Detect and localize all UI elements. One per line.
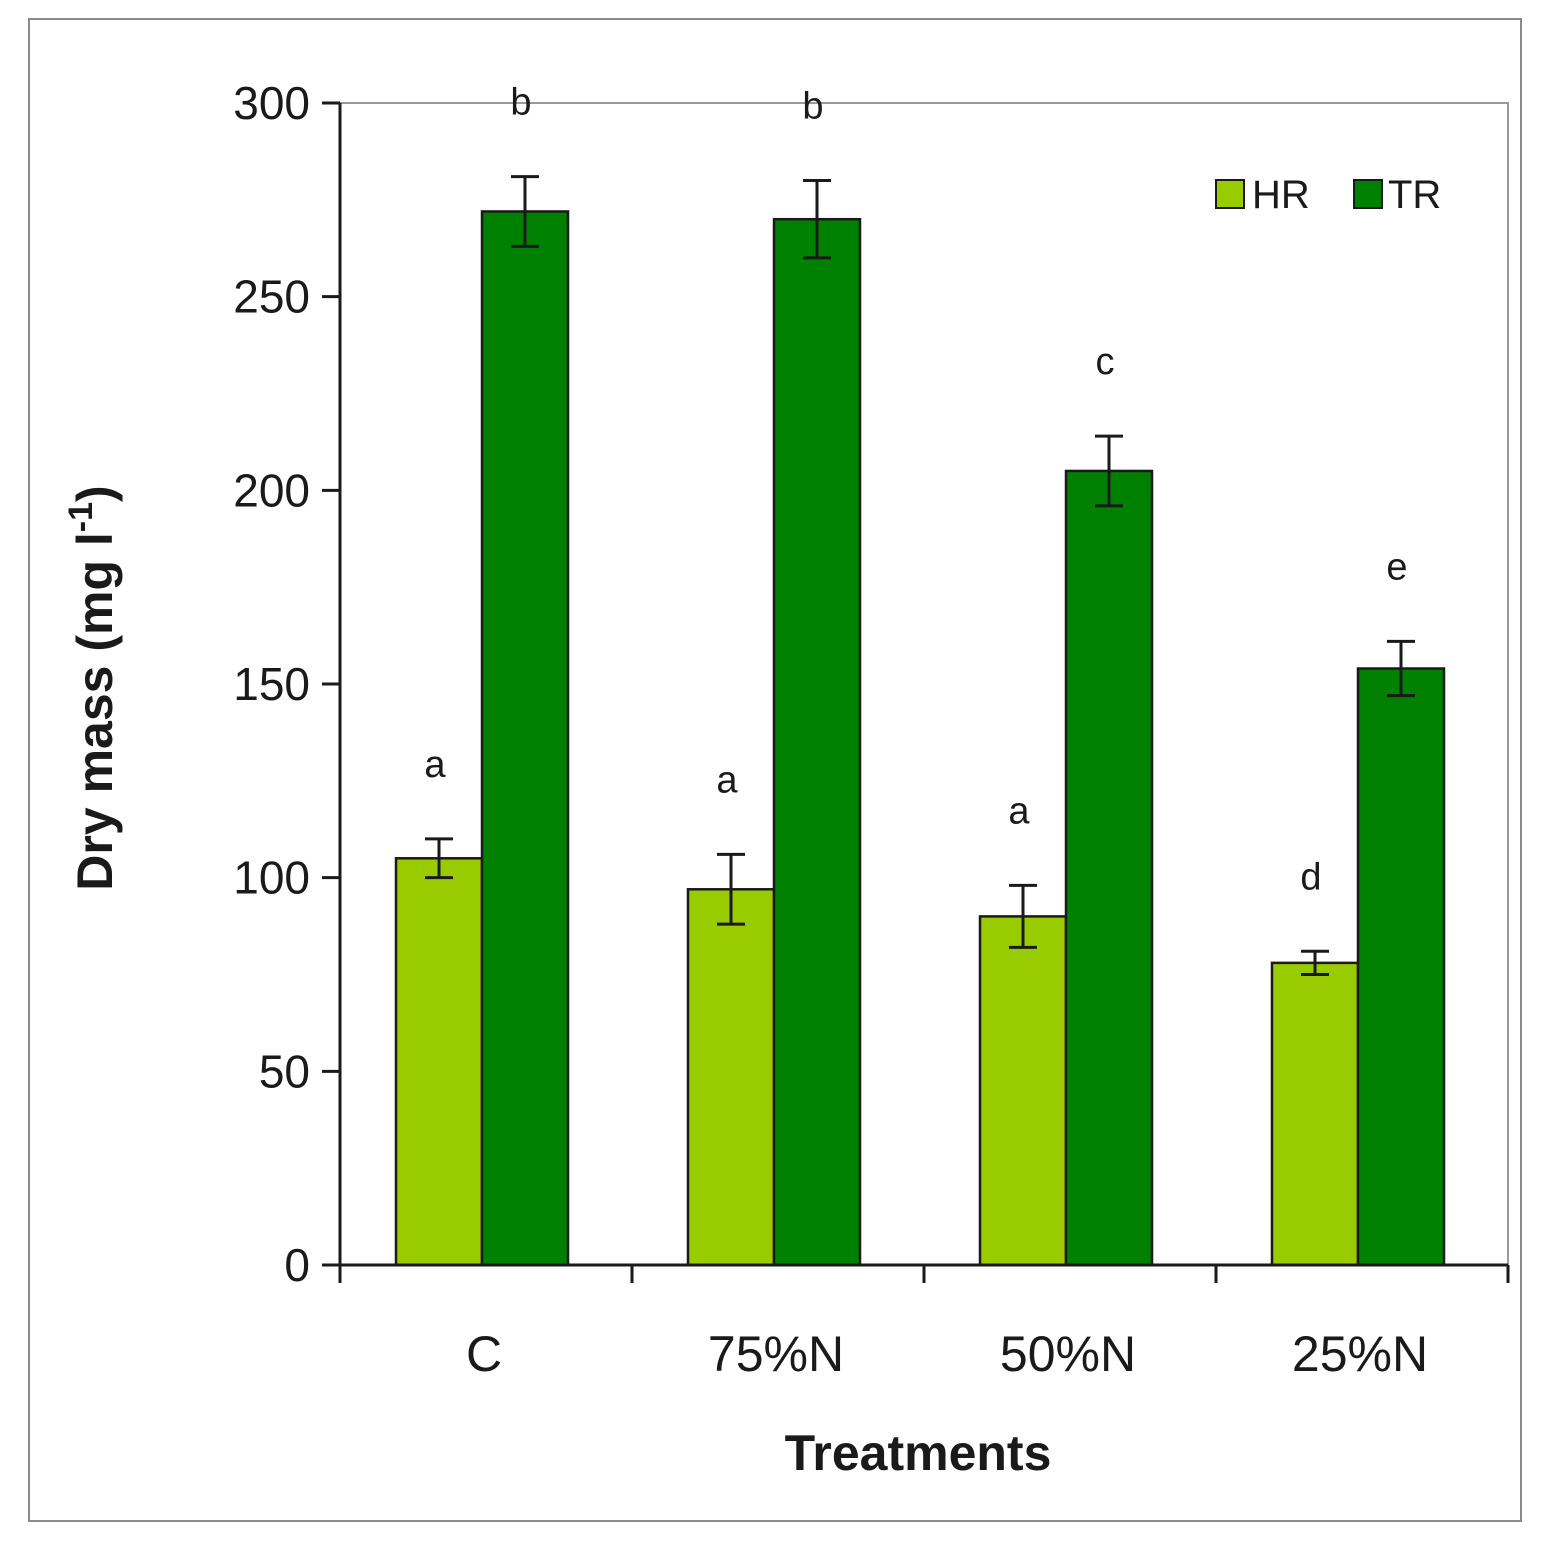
significance-letter: d xyxy=(1300,856,1321,898)
bar-tr-4 xyxy=(1356,667,1446,1267)
legend: HR TR xyxy=(1215,173,1441,217)
bar-tr-1 xyxy=(480,210,570,1267)
y-tick-label: 150 xyxy=(233,658,310,710)
y-tick-label: 100 xyxy=(233,852,310,904)
significance-letter: a xyxy=(716,759,738,801)
x-category-label: C xyxy=(466,1326,502,1382)
significance-letter: a xyxy=(424,744,446,786)
y-tick-label: 0 xyxy=(284,1239,310,1291)
bar-hr-2 xyxy=(686,888,776,1267)
legend-swatch-hr xyxy=(1215,179,1245,209)
legend-swatch-tr xyxy=(1353,179,1383,209)
x-axis-title: Treatments xyxy=(785,1425,1052,1481)
y-tick-label: 200 xyxy=(233,464,310,516)
x-category-label: 25%N xyxy=(1292,1326,1428,1382)
x-category-label: 75%N xyxy=(708,1326,844,1382)
bar-tr-2 xyxy=(772,217,862,1267)
y-tick-label: 50 xyxy=(259,1045,310,1097)
bar-hr-1 xyxy=(394,857,484,1267)
y-axis-title: Dry mass (mg l-1) xyxy=(62,485,123,890)
y-axis-title-end: ) xyxy=(67,485,123,502)
x-category-label: 50%N xyxy=(1000,1326,1136,1382)
y-axis-title-main: Dry mass (mg l xyxy=(67,532,123,890)
significance-letter: b xyxy=(510,82,531,124)
y-axis-title-superscript: -1 xyxy=(62,502,100,532)
y-tick-label: 250 xyxy=(233,271,310,323)
significance-letter: a xyxy=(1008,790,1030,832)
legend-label-hr: HR xyxy=(1252,173,1310,217)
y-tick-label: 300 xyxy=(233,77,310,129)
significance-letter: c xyxy=(1096,341,1115,383)
significance-letter: b xyxy=(802,85,823,127)
bar-tr-3 xyxy=(1064,469,1154,1267)
bar-hr-3 xyxy=(978,915,1068,1267)
bar-hr-4 xyxy=(1270,961,1360,1267)
legend-label-tr: TR xyxy=(1388,173,1441,217)
significance-letter: e xyxy=(1386,546,1407,588)
